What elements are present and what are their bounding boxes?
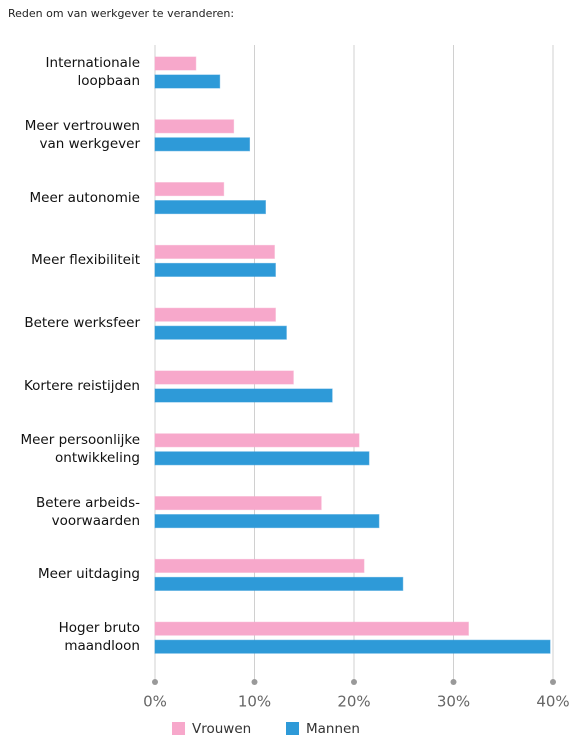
bar: [154, 200, 266, 215]
x-tick-label: 20%: [337, 693, 370, 711]
legend-swatch: [172, 722, 185, 735]
category-label: Internationale loopbaan: [45, 55, 140, 89]
tick-dot: [152, 679, 158, 685]
legend-label: Vrouwen: [192, 721, 251, 737]
tick-dot: [351, 679, 357, 685]
category-label: Kortere reistijden: [23, 378, 140, 394]
bar: [154, 388, 333, 403]
category-label: Meer autonomie: [29, 189, 140, 206]
legend-swatch: [286, 722, 299, 735]
category-label: Hoger bruto maandloon: [58, 620, 140, 655]
tick-dot: [450, 679, 457, 685]
tick-dot: [550, 679, 556, 685]
bar: [154, 74, 221, 89]
bar: [154, 56, 197, 71]
bar: [154, 244, 275, 259]
category-label: Betere arbeids-voorwaarden: [36, 494, 140, 529]
x-tick-label: 0%: [143, 693, 167, 711]
bar: [154, 514, 380, 529]
bar: [154, 621, 469, 636]
bar: [154, 370, 294, 385]
bar: [154, 558, 365, 573]
bar: [154, 433, 360, 448]
category-label: Meer flexibiliteit: [31, 252, 140, 269]
category-label: Meer persoonlijke ontwikkeling: [20, 431, 140, 466]
tick-dot: [251, 679, 258, 685]
bar: [154, 451, 370, 466]
x-tick-label: 40%: [536, 693, 569, 711]
bar: [154, 307, 276, 322]
bar: [154, 262, 276, 277]
category-label: Meer vertrouwen van werkgever: [24, 117, 140, 152]
category-label: Betere werksfeer: [24, 315, 140, 332]
bar: [154, 325, 287, 340]
bar: [154, 639, 551, 654]
x-tick-label: 30%: [437, 693, 470, 711]
chart-title: Reden om van werkgever te veranderen:: [8, 7, 234, 20]
bar: [154, 576, 404, 591]
bar: [154, 137, 251, 152]
bar: [154, 182, 225, 197]
x-tick-label: 10%: [238, 693, 271, 711]
bar: [154, 119, 235, 134]
bar: [154, 496, 322, 511]
legend-label: Mannen: [306, 721, 360, 737]
category-label: Meer uitdaging: [38, 566, 140, 583]
